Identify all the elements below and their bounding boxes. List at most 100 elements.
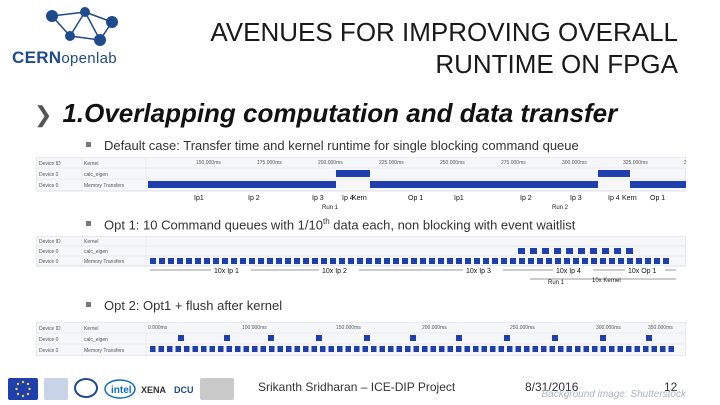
time-tick-label: 0.000ms <box>148 325 168 331</box>
time-tick-label: 350.000ms <box>648 325 673 331</box>
xena-logo: XENA <box>140 378 170 400</box>
cern-logo <box>74 378 98 398</box>
row-value: Memory Transfers <box>84 259 125 265</box>
transfer-bar <box>201 346 207 352</box>
transfer-bar <box>501 258 507 264</box>
bullet-square-icon <box>86 142 91 147</box>
row-value: Kernel <box>84 326 98 332</box>
transfer-bar <box>328 346 334 352</box>
transfer-bar <box>618 258 624 264</box>
transfer-bar <box>630 181 686 188</box>
transfer-bar <box>566 346 572 352</box>
transfer-bar <box>235 346 241 352</box>
time-tick-label: 300.000ms <box>596 325 621 331</box>
time-tick-label: 325.000ms <box>623 160 648 166</box>
transfer-bar <box>591 258 597 264</box>
kernel-bar <box>456 335 462 341</box>
time-tick-label: 200.000ms <box>422 325 447 331</box>
kernel-span-label: 10x Kernel <box>592 278 621 284</box>
transfer-bar <box>396 346 402 352</box>
transfer-bar <box>532 346 538 352</box>
transfer-bar <box>249 258 255 264</box>
kernel-bar <box>504 335 510 341</box>
transfer-bar <box>286 346 292 352</box>
transfer-label: 10x Ip 2 <box>322 268 347 275</box>
transfer-bar <box>564 258 570 264</box>
kernel-bar <box>626 248 633 254</box>
row-label: Device 0 <box>39 259 59 265</box>
transfer-bar <box>515 346 521 352</box>
transfer-label: Ip1 <box>194 195 204 202</box>
kernel-bar <box>410 335 416 341</box>
dcu-logo: DCU <box>174 378 196 400</box>
transfer-bar <box>524 346 530 352</box>
transfer-bar <box>177 258 183 264</box>
transfer-bar <box>528 258 534 264</box>
network-logo-icon <box>46 7 118 46</box>
transfer-bar <box>371 346 377 352</box>
kernel-bar <box>268 335 274 341</box>
row-value: Kernel <box>84 239 98 245</box>
kernel-bar <box>336 170 370 177</box>
transfer-bar <box>651 346 657 352</box>
transfer-bar <box>357 258 363 264</box>
kernel-bar <box>600 335 606 341</box>
transfer-label: Ip 2 <box>248 195 260 202</box>
transfer-bar <box>405 346 411 352</box>
transfer-bar <box>492 258 498 264</box>
svg-text:DCU: DCU <box>174 385 194 395</box>
transfer-bar <box>617 346 623 352</box>
timeline-default: Device ID Device 0 Device 0 Kernel calc_… <box>36 157 686 209</box>
transfer-bar <box>213 258 219 264</box>
time-tick-label: 175.000ms <box>257 160 282 166</box>
kernel-bar <box>530 248 537 254</box>
transfer-bar <box>384 258 390 264</box>
transfer-bar <box>218 346 224 352</box>
transfer-bar <box>158 346 164 352</box>
label-backdrop <box>463 266 503 274</box>
label-backdrop <box>211 266 251 274</box>
kernel-bar <box>552 335 558 341</box>
transfer-label: Ip 2 <box>520 195 532 202</box>
kernel-bar <box>554 248 561 254</box>
transfer-bar <box>439 346 445 352</box>
kernel-bar <box>542 248 549 254</box>
transfer-bar <box>481 346 487 352</box>
svg-text:intel: intel <box>111 385 132 396</box>
transfer-bar <box>636 258 642 264</box>
transfer-bar <box>339 258 345 264</box>
kernel-bar <box>590 248 597 254</box>
transfer-bar <box>375 258 381 264</box>
transfer-label: Op 1 <box>650 195 665 202</box>
transfer-bar <box>260 346 266 352</box>
bullet-square-icon <box>86 221 91 226</box>
transfer-bar <box>663 258 669 264</box>
transfer-bar <box>654 258 660 264</box>
time-tick-label: 150.000ms <box>336 325 361 331</box>
transfer-bar <box>231 258 237 264</box>
run-label: Run 1 <box>322 205 339 209</box>
row-label: Device ID <box>39 161 61 167</box>
row-value: Memory Transfers <box>84 183 125 189</box>
transfer-bar <box>167 346 173 352</box>
transfer-bar <box>362 346 368 352</box>
transfer-bar <box>258 258 264 264</box>
transfer-bar <box>643 346 649 352</box>
transfer-label: 10x Ip 3 <box>466 268 491 275</box>
transfer-bar <box>645 258 651 264</box>
transfer-bar <box>627 258 633 264</box>
transfer-bar <box>277 346 283 352</box>
transfer-bar <box>609 346 615 352</box>
row-label: Device 0 <box>39 337 59 343</box>
footer: intel XENA DCU Srikanth Sridharan – ICE-… <box>0 372 720 405</box>
transfer-bar <box>519 258 525 264</box>
presenter-text: Srikanth Sridharan – ICE-DIP Project <box>258 380 456 394</box>
transfer-bar <box>150 258 156 264</box>
transfer-bar <box>464 346 470 352</box>
transfer-label: Ip 3 <box>312 195 324 202</box>
transfer-bar <box>222 258 228 264</box>
transfer-bar <box>285 258 291 264</box>
kernel-bar <box>646 335 652 341</box>
section-heading: ❯ 1.Overlapping computation and data tran… <box>34 98 617 129</box>
transfer-bar <box>311 346 317 352</box>
